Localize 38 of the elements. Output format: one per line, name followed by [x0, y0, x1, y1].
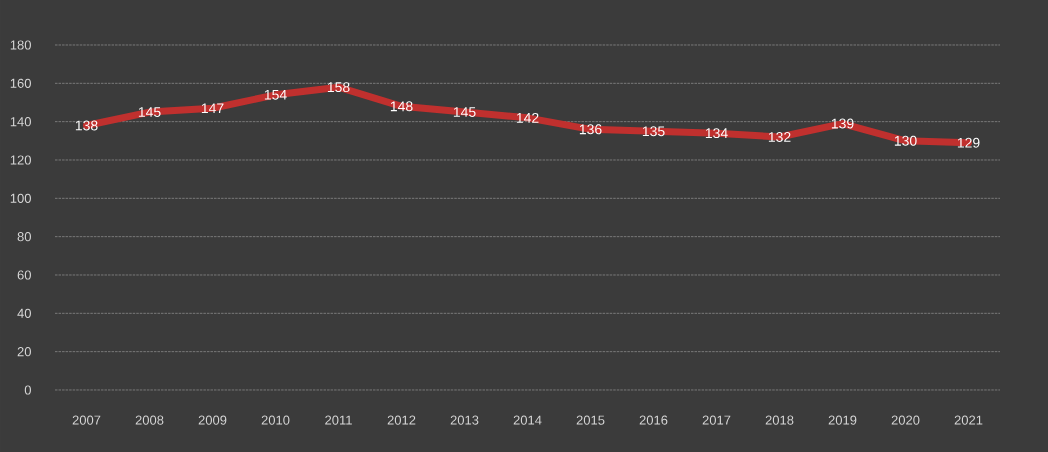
- data-label: 147: [201, 103, 224, 114]
- x-tick-label: 2012: [387, 415, 416, 425]
- data-label: 132: [768, 132, 791, 142]
- y-tick-label: 160: [10, 78, 31, 88]
- x-tick-label: 2007: [72, 415, 101, 425]
- y-tick-label: 120: [10, 155, 31, 165]
- data-label: 145: [453, 107, 476, 117]
- y-tick-label: 20: [17, 347, 31, 357]
- y-tick-label: 40: [17, 308, 31, 318]
- x-tick-label: 2009: [198, 415, 227, 425]
- data-label: 142: [516, 112, 539, 123]
- data-label: 136: [579, 124, 602, 135]
- x-tick-label: 2015: [576, 415, 605, 425]
- x-tick-label: 2016: [639, 415, 668, 425]
- data-label: 145: [138, 107, 161, 117]
- x-tick-label: 2014: [513, 415, 542, 425]
- y-tick-label: 60: [17, 270, 31, 280]
- data-label: 139: [831, 118, 854, 129]
- x-tick-label: 2019: [828, 415, 857, 425]
- data-label: 135: [642, 126, 665, 137]
- x-tick-label: 2017: [702, 415, 731, 425]
- data-label: 134: [705, 128, 728, 139]
- data-label: 148: [390, 101, 413, 112]
- x-tick-label: 2018: [765, 415, 794, 425]
- y-tick-label: 180: [10, 40, 31, 50]
- x-tick-label: 2013: [450, 415, 479, 425]
- y-tick-label: 140: [10, 117, 31, 127]
- x-tick-label: 2008: [135, 415, 164, 425]
- data-label: 158: [327, 82, 350, 93]
- y-tick-label: 100: [10, 193, 31, 203]
- y-tick-label: 0: [24, 385, 31, 395]
- x-tick-label: 2010: [261, 415, 290, 425]
- x-tick-label: 2011: [325, 415, 352, 425]
- x-tick-label: 2020: [891, 415, 920, 425]
- data-label: 154: [264, 89, 287, 100]
- x-tick-label: 2021: [954, 415, 983, 425]
- data-label: 130: [894, 135, 917, 146]
- y-tick-label: 80: [17, 232, 31, 242]
